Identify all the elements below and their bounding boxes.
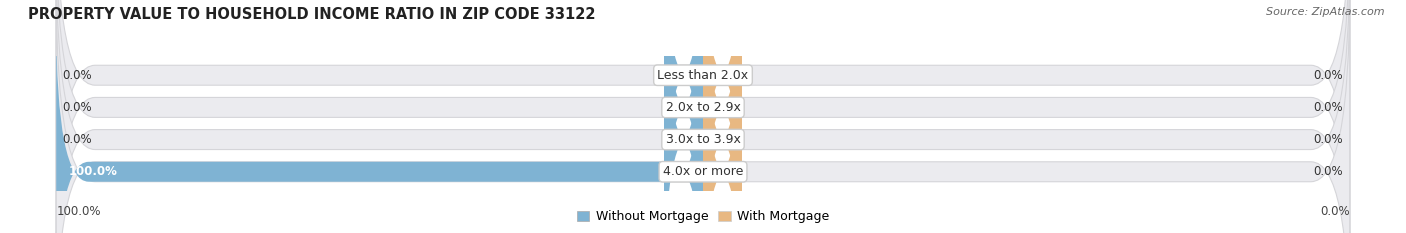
FancyBboxPatch shape (703, 0, 742, 233)
FancyBboxPatch shape (703, 21, 742, 233)
Text: 0.0%: 0.0% (1313, 165, 1343, 178)
Text: Source: ZipAtlas.com: Source: ZipAtlas.com (1267, 7, 1385, 17)
Text: 4.0x or more: 4.0x or more (662, 165, 744, 178)
Text: 0.0%: 0.0% (1313, 101, 1343, 114)
FancyBboxPatch shape (703, 0, 742, 233)
Text: 0.0%: 0.0% (1320, 205, 1350, 218)
FancyBboxPatch shape (664, 0, 703, 226)
Text: 0.0%: 0.0% (63, 133, 93, 146)
FancyBboxPatch shape (56, 0, 1350, 233)
Text: 0.0%: 0.0% (1313, 69, 1343, 82)
FancyBboxPatch shape (56, 0, 1350, 233)
Legend: Without Mortgage, With Mortgage: Without Mortgage, With Mortgage (572, 205, 834, 228)
FancyBboxPatch shape (56, 0, 1350, 233)
FancyBboxPatch shape (56, 0, 1350, 233)
FancyBboxPatch shape (703, 0, 742, 226)
Text: 0.0%: 0.0% (1313, 133, 1343, 146)
FancyBboxPatch shape (56, 21, 703, 233)
FancyBboxPatch shape (664, 0, 703, 233)
Text: 0.0%: 0.0% (63, 69, 93, 82)
Text: Less than 2.0x: Less than 2.0x (658, 69, 748, 82)
Text: 100.0%: 100.0% (69, 165, 118, 178)
FancyBboxPatch shape (664, 0, 703, 233)
Text: 100.0%: 100.0% (56, 205, 101, 218)
Text: 2.0x to 2.9x: 2.0x to 2.9x (665, 101, 741, 114)
Text: 0.0%: 0.0% (63, 101, 93, 114)
Text: 3.0x to 3.9x: 3.0x to 3.9x (665, 133, 741, 146)
Text: PROPERTY VALUE TO HOUSEHOLD INCOME RATIO IN ZIP CODE 33122: PROPERTY VALUE TO HOUSEHOLD INCOME RATIO… (28, 7, 596, 22)
